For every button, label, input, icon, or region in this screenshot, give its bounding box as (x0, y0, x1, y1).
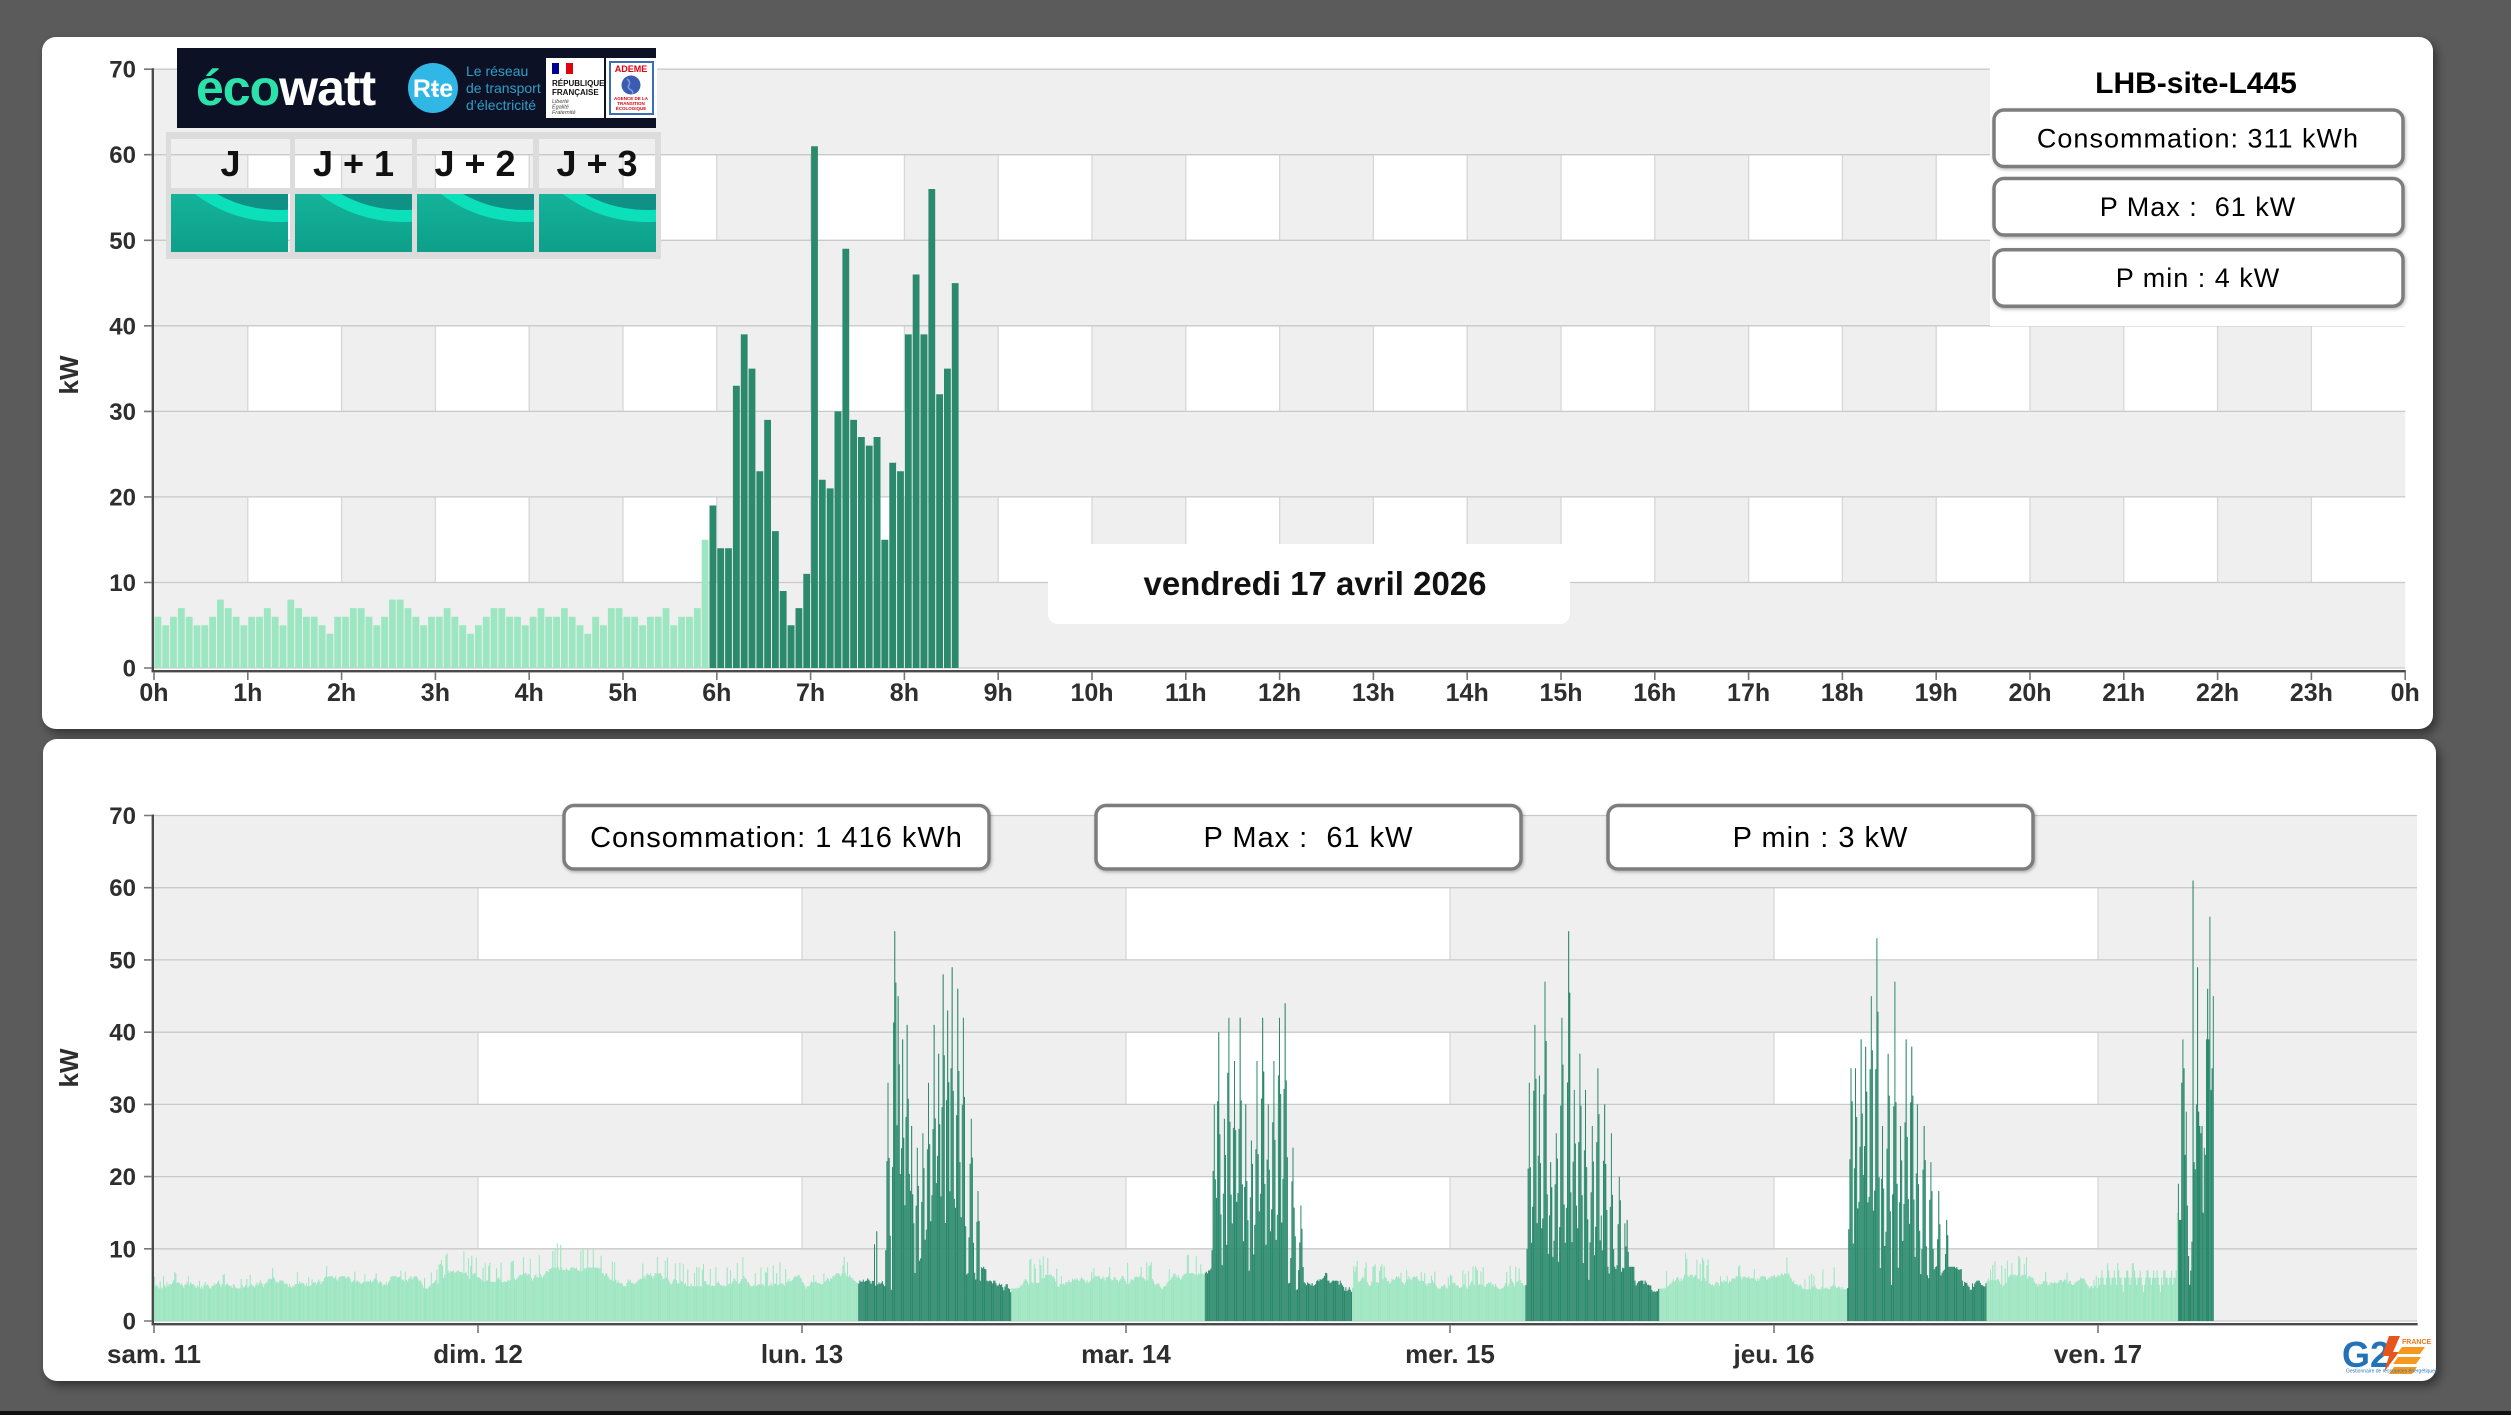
svg-text:11h: 11h (1165, 679, 1207, 707)
svg-text:30: 30 (109, 399, 136, 426)
svg-text:50: 50 (109, 947, 136, 974)
svg-text:J + 3: J + 3 (556, 143, 637, 184)
svg-text:P Max : 61 kW: P Max : 61 kW (2100, 192, 2297, 222)
svg-text:1h: 1h (233, 679, 262, 707)
svg-text:70: 70 (109, 803, 136, 830)
svg-text:20: 20 (109, 484, 136, 511)
svg-text:30: 30 (109, 1092, 136, 1119)
svg-text:ven. 17: ven. 17 (2054, 1339, 2142, 1369)
svg-text:15h: 15h (1539, 679, 1582, 707)
svg-text:50: 50 (109, 228, 136, 255)
svg-text:6h: 6h (702, 679, 731, 707)
svg-text:9h: 9h (984, 679, 1013, 707)
svg-text:19h: 19h (1915, 679, 1958, 707)
svg-text:7h: 7h (796, 679, 825, 707)
svg-text:P min : 4 kW: P min : 4 kW (2116, 263, 2281, 293)
svg-text:40: 40 (109, 313, 136, 340)
svg-text:FRANCE: FRANCE (2402, 1339, 2431, 1346)
svg-text:8h: 8h (890, 679, 919, 707)
svg-text:3h: 3h (421, 679, 450, 707)
svg-text:Rŧe: Rŧe (413, 75, 453, 103)
svg-text:70: 70 (109, 57, 136, 84)
svg-text:60: 60 (109, 142, 136, 169)
svg-text:17h: 17h (1727, 679, 1770, 707)
svg-text:Gestionnaire de ressources éne: Gestionnaire de ressources énergétiques (2346, 1369, 2438, 1375)
svg-text:J + 1: J + 1 (313, 143, 394, 184)
svg-text:LHB-site-L445: LHB-site-L445 (2095, 67, 2297, 100)
svg-text:kW: kW (54, 355, 84, 394)
svg-text:10h: 10h (1070, 679, 1113, 707)
svg-text:10: 10 (109, 1236, 136, 1263)
svg-text:21h: 21h (2102, 679, 2145, 707)
svg-text:14h: 14h (1446, 679, 1489, 707)
svg-text:J: J (220, 143, 240, 184)
svg-text:23h: 23h (2290, 679, 2333, 707)
svg-text:16h: 16h (1633, 679, 1676, 707)
svg-text:mar. 14: mar. 14 (1081, 1339, 1171, 1369)
svg-text:P min : 3 kW: P min : 3 kW (1733, 822, 1909, 854)
svg-text:60: 60 (109, 875, 136, 902)
svg-text:écowatt: écowatt (196, 60, 377, 116)
svg-text:0h: 0h (139, 679, 168, 707)
svg-text:13h: 13h (1352, 679, 1395, 707)
svg-text:kW: kW (54, 1048, 84, 1087)
svg-text:22h: 22h (2196, 679, 2239, 707)
svg-text:ADEME: ADEME (615, 64, 648, 74)
svg-text:mer. 15: mer. 15 (1405, 1339, 1495, 1369)
svg-text:10: 10 (109, 570, 136, 597)
svg-text:18h: 18h (1821, 679, 1864, 707)
svg-text:lun. 13: lun. 13 (761, 1339, 843, 1369)
svg-text:20: 20 (109, 1164, 136, 1191)
svg-text:2h: 2h (327, 679, 356, 707)
svg-text:5h: 5h (608, 679, 637, 707)
svg-text:Consommation: 311 kWh: Consommation: 311 kWh (2037, 124, 2359, 154)
svg-text:sam. 11: sam. 11 (107, 1339, 201, 1369)
svg-text:12h: 12h (1258, 679, 1301, 707)
svg-text:jeu. 16: jeu. 16 (1733, 1339, 1815, 1369)
svg-text:0: 0 (123, 656, 136, 683)
svg-text:4h: 4h (515, 679, 544, 707)
svg-text:dim. 12: dim. 12 (433, 1339, 523, 1369)
svg-text:G2: G2 (2342, 1334, 2390, 1375)
svg-text:40: 40 (109, 1020, 136, 1047)
svg-text:0: 0 (123, 1309, 136, 1336)
svg-text:20h: 20h (2008, 679, 2051, 707)
svg-text:vendredi 17 avril 2026: vendredi 17 avril 2026 (1143, 565, 1486, 602)
svg-text:J + 2: J + 2 (434, 143, 515, 184)
svg-text:P Max : 61 kW: P Max : 61 kW (1203, 822, 1413, 854)
svg-text:0h: 0h (2391, 679, 2420, 707)
svg-text:Consommation: 1 416 kWh: Consommation: 1 416 kWh (590, 822, 963, 854)
